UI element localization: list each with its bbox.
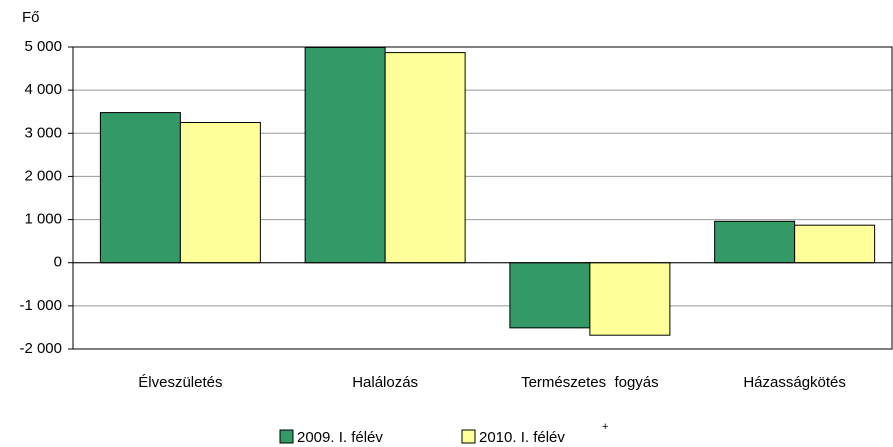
x-tick-label: Halálozás	[352, 374, 418, 391]
y-tick-label: -2 000	[19, 340, 62, 357]
y-tick-label: 5 000	[24, 38, 62, 55]
plot-border	[72, 46, 893, 350]
legend-superscript: +	[602, 421, 608, 433]
bar	[304, 46, 386, 264]
legend-label: 2010. I. félév	[479, 429, 565, 446]
y-tick-label: -1 000	[19, 297, 62, 314]
bar	[384, 52, 466, 264]
bar	[509, 262, 591, 329]
y-tick-label: 1 000	[24, 211, 62, 228]
x-tick-label: Házasságkötés	[743, 374, 846, 391]
bar	[179, 122, 261, 264]
y-tick-label: 2 000	[24, 167, 62, 184]
y-axis-label: Fő	[22, 9, 40, 26]
bar	[794, 224, 876, 264]
x-tick-label: Természetes fogyás	[521, 374, 659, 391]
y-tick-label: 3 000	[24, 124, 62, 141]
legend-swatch	[279, 429, 294, 444]
legend-label: 2009. I. félév	[297, 429, 383, 446]
bar	[714, 220, 796, 264]
bar	[589, 262, 671, 336]
legend-swatch	[461, 429, 476, 444]
x-tick-label: Élveszületés	[138, 374, 222, 391]
y-tick-label: 0	[54, 254, 62, 271]
y-tick-label: 4 000	[24, 81, 62, 98]
bar	[99, 112, 181, 264]
